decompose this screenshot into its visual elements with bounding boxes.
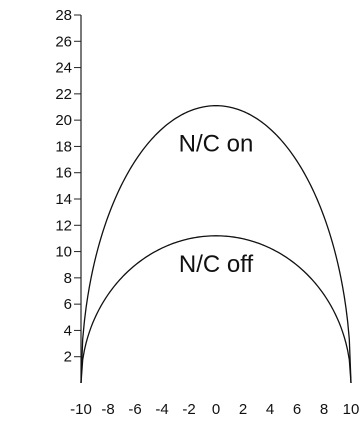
x-tick-label: 10 (343, 401, 360, 418)
y-tick-label: 26 (55, 33, 72, 50)
curve-nc-on (80, 105, 352, 384)
y-tick-label: 2 (64, 349, 72, 366)
x-tick-label: -4 (155, 401, 168, 418)
y-tick-label: 28 (55, 7, 72, 24)
y-tick-label: 24 (55, 60, 72, 77)
y-tick-label: 18 (55, 138, 72, 155)
y-tick-label: 10 (55, 244, 72, 261)
x-tick-label: -6 (128, 401, 141, 418)
y-tick-label: 14 (55, 191, 72, 208)
x-tick-label: 8 (320, 401, 328, 418)
curve-nc-off (80, 235, 352, 384)
y-tick-label: 16 (55, 165, 72, 182)
x-axis-ticks: -10 -8 -6 -4 -2 0 2 4 6 8 10 (70, 401, 359, 418)
y-tick-label: 20 (55, 112, 72, 129)
curves (80, 105, 352, 384)
x-tick-label: 2 (239, 401, 247, 418)
curve-label-nc-off: N/C off (179, 251, 254, 278)
x-tick-label: -8 (101, 401, 114, 418)
y-tick-label: 6 (64, 296, 72, 313)
x-tick-label: 4 (266, 401, 274, 418)
curve-labels: N/C on N/C off (179, 131, 254, 278)
y-tick-label: 4 (64, 322, 72, 339)
x-tick-label: -10 (70, 401, 92, 418)
y-tick-label: 8 (64, 270, 72, 287)
curve-label-nc-on: N/C on (179, 131, 254, 158)
x-tick-label: 6 (293, 401, 301, 418)
y-tick-label: 12 (55, 217, 72, 234)
x-tick-label: 0 (212, 401, 220, 418)
y-tick-label: 22 (55, 86, 72, 103)
x-tick-label: -2 (182, 401, 195, 418)
